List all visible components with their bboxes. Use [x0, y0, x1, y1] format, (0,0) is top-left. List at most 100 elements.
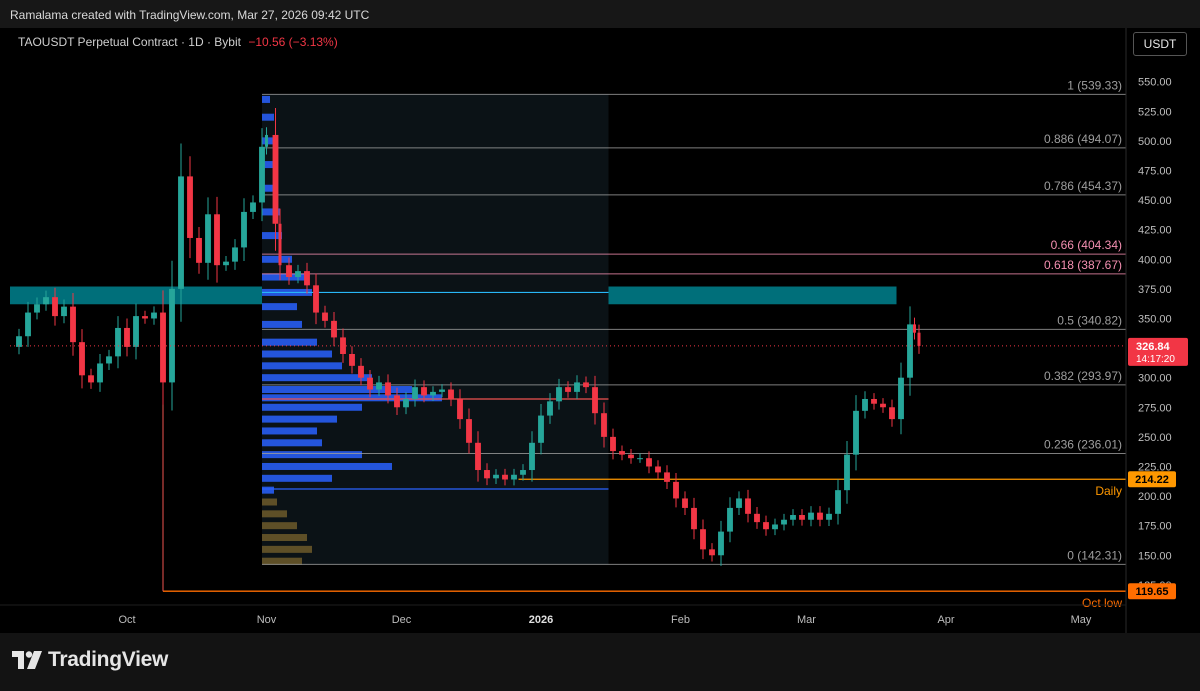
candle-body: [106, 356, 112, 364]
time-tick-label: Apr: [937, 614, 954, 626]
time-tick-label: Feb: [671, 614, 690, 626]
volume-profile-bar: [262, 522, 297, 530]
price-chart[interactable]: 1 (539.33) 0.886 (494.07) 0.786 (454.37) 0.…: [0, 28, 1200, 633]
volume-profile-bar: [262, 184, 276, 192]
volume-profile-bar: [262, 303, 297, 311]
volume-profile-bar: [262, 161, 274, 169]
candle-body: [272, 134, 279, 224]
candle-body: [511, 474, 517, 480]
price-tick-label: 350.00: [1138, 313, 1172, 325]
volume-profile-bar: [262, 486, 274, 494]
fib-level-label: 0.236 (236.01): [1044, 437, 1122, 451]
candle-body: [70, 306, 76, 343]
fib-level-label: 0 (142.31): [1067, 548, 1122, 562]
candle-body: [61, 306, 67, 317]
candle-body: [430, 391, 436, 396]
candle-body: [124, 327, 130, 347]
volume-profile-bar: [262, 350, 332, 358]
candle-body: [232, 247, 238, 262]
candle-body: [151, 312, 157, 319]
volume-profile-bar: [262, 320, 302, 328]
candle-body: [43, 297, 49, 305]
fib-level-label: 0.618 (387.67): [1044, 258, 1122, 272]
tradingview-logo-icon: [12, 651, 42, 669]
credit-text: Ramalama created with TradingView.com, M…: [10, 8, 370, 22]
candle-body: [547, 401, 553, 416]
candle-body: [520, 470, 526, 475]
volume-profile-bar: [262, 439, 322, 447]
candle-body: [178, 176, 184, 289]
candle-body: [52, 297, 58, 317]
candle-body: [826, 513, 832, 520]
candle-body: [412, 387, 418, 399]
candle-body: [466, 419, 472, 443]
candle-body: [133, 316, 139, 347]
price-tick-label: 150.00: [1138, 550, 1172, 562]
volume-profile-bar: [262, 427, 317, 435]
candle-body: [475, 442, 481, 471]
fib-level-label: 1 (539.33): [1067, 78, 1122, 92]
fib-level-label: 0.5 (340.82): [1057, 313, 1122, 327]
candle-body: [97, 363, 103, 383]
fib-level-label: 0.886 (494.07): [1044, 132, 1122, 146]
candle-body: [115, 327, 121, 357]
candle-body: [736, 498, 742, 508]
brand-wordmark: TradingView: [48, 648, 169, 671]
candle-body: [844, 454, 850, 491]
candle-body: [457, 398, 463, 420]
price-tick-label: 425.00: [1138, 225, 1172, 237]
candle-body: [835, 490, 841, 514]
candle-body: [493, 474, 499, 479]
candle-body: [871, 398, 877, 404]
candle-body: [241, 211, 247, 248]
tradingview-logo: TradingView: [12, 648, 168, 672]
candle-body: [265, 134, 268, 147]
volume-profile-bar: [262, 386, 412, 394]
fib-level-label: 0.66 (404.34): [1051, 238, 1122, 252]
candle-body: [853, 410, 859, 455]
countdown-text: 14:17:20: [1136, 354, 1175, 365]
time-tick-label: Oct: [118, 614, 135, 626]
volume-profile-bar: [262, 498, 277, 506]
candle-body: [817, 512, 823, 520]
candle-body: [913, 324, 916, 333]
candle-body: [709, 549, 715, 556]
candle-body: [880, 403, 886, 408]
candle-body: [349, 353, 355, 366]
currency-button[interactable]: USDT: [1133, 32, 1187, 56]
candle-body: [790, 515, 796, 520]
candle-body: [304, 271, 310, 286]
candle-body: [484, 470, 490, 479]
candle-body: [682, 498, 688, 508]
candle-body: [322, 312, 328, 321]
candle-body: [646, 458, 652, 467]
time-tick-label: Mar: [797, 614, 816, 626]
candle-body: [799, 515, 805, 520]
volume-profile-bar: [262, 374, 372, 382]
candle-body: [610, 436, 616, 452]
candle-body: [214, 214, 220, 266]
price-tick-label: 475.00: [1138, 165, 1172, 177]
candle-body: [628, 454, 634, 459]
candle-body: [358, 365, 364, 378]
price-tick-label: 375.00: [1138, 284, 1172, 296]
candle-body: [187, 176, 193, 238]
candle-body: [439, 389, 445, 392]
horizontal-level-label: Oct low: [1082, 596, 1122, 610]
price-tick-label: 275.00: [1138, 402, 1172, 414]
candle-body: [583, 382, 589, 388]
candle-body: [421, 387, 427, 396]
volume-profile-bar: [262, 557, 302, 565]
price-tick-label: 525.00: [1138, 106, 1172, 118]
candle-body: [763, 522, 769, 530]
candle-body: [448, 389, 454, 399]
candle-body: [205, 214, 211, 263]
candle-body: [700, 529, 706, 550]
price-tick-label: 400.00: [1138, 254, 1172, 266]
time-tick-label: May: [1071, 614, 1092, 626]
candle-body: [808, 512, 814, 520]
candle-body: [601, 413, 607, 437]
candle-body: [34, 304, 40, 313]
candle-body: [691, 507, 697, 530]
last-price-text: 326.84: [1136, 341, 1171, 353]
